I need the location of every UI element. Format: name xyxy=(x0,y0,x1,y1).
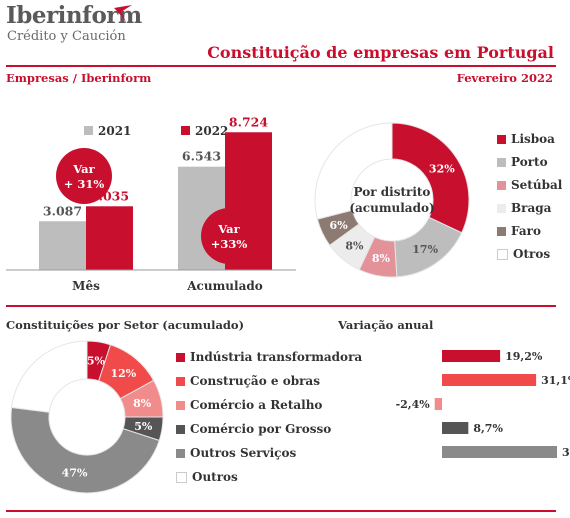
district-donut-chart: 32% 17% 8% 8% 6% Por distrito (acumulado) xyxy=(314,122,470,278)
sector-legend-item: Comércio por Grosso xyxy=(176,422,331,436)
slice-label: 8% xyxy=(345,239,364,252)
bar-value-label: 3.087 xyxy=(43,203,82,218)
district-legend-item: Porto xyxy=(497,155,548,169)
title-rule xyxy=(6,65,556,67)
legend-swatch xyxy=(176,401,185,410)
brand-subtitle: Crédito y Caución xyxy=(7,29,126,44)
district-legend-item: Lisboa xyxy=(497,132,555,146)
variation-value-label: 8,7% xyxy=(473,422,503,435)
variation-value-label: 19,2% xyxy=(505,350,543,363)
bar-value-label: 8.724 xyxy=(229,114,268,129)
section-label-left: Empresas / Iberinform xyxy=(6,71,152,85)
slice-label: 12% xyxy=(110,367,136,380)
slice-label: 6% xyxy=(330,219,349,232)
legend-swatch xyxy=(497,158,506,167)
legend-label-2022: 2022 xyxy=(195,124,229,138)
bar-legend-2021: 2021 xyxy=(84,120,131,139)
district-legend-item: Setúbal xyxy=(497,178,562,192)
slice-lisboa xyxy=(391,122,470,234)
variation-value-label: 31,1% xyxy=(541,374,570,387)
logo-mark-icon xyxy=(114,5,132,22)
legend-label: Porto xyxy=(511,155,548,169)
legend-swatch xyxy=(497,204,506,213)
legend-swatch-2022 xyxy=(181,126,190,135)
slice-label: 32% xyxy=(429,162,455,175)
slice-label: 5% xyxy=(87,355,106,368)
district-legend-item: Faro xyxy=(497,224,541,238)
donut-center-sublabel: (acumulado) xyxy=(349,201,434,215)
slice-label: 8% xyxy=(372,252,391,265)
sector-chart-title: Constituições por Setor (acumulado) xyxy=(6,318,245,332)
section-rule xyxy=(6,305,556,307)
sector-donut-chart: 5% 12% 8% 5% 47% xyxy=(10,340,164,494)
sector-legend-item: Construção e obras xyxy=(176,374,320,388)
slice-otros xyxy=(314,122,393,220)
date-label: Fevereiro 2022 xyxy=(456,71,553,85)
variation-bubble xyxy=(56,148,112,204)
variation-value-label: 38,0% xyxy=(562,446,570,459)
legend-label: Comércio a Retalho xyxy=(190,398,323,412)
slice-label: 5% xyxy=(134,420,153,433)
legend-swatch xyxy=(497,249,508,260)
variation-bar xyxy=(442,374,537,386)
variation-bubble-value: +33% xyxy=(211,237,248,251)
legend-label: Comércio por Grosso xyxy=(190,422,332,436)
legend-label: Faro xyxy=(511,224,541,238)
bar-legend-2022: 2022 xyxy=(181,120,228,139)
variation-value-label: -2,4% xyxy=(396,398,431,411)
sector-legend-item: Outros Serviços xyxy=(176,446,296,460)
legend-swatch xyxy=(176,449,185,458)
legend-swatch xyxy=(176,377,185,386)
legend-swatch xyxy=(497,135,506,144)
variation-bar xyxy=(442,422,469,434)
category-label: Acumulado xyxy=(186,279,263,293)
donut-center-label: Por distrito xyxy=(354,185,431,199)
slice-outros xyxy=(11,340,88,413)
bar-2022-0 xyxy=(86,206,133,270)
variation-bubble-value: + 31% xyxy=(64,177,105,191)
legend-label: Construção e obras xyxy=(190,374,320,388)
variation-bar-chart: 19,2% 31,1% -2,4% 8,7% 38,0% xyxy=(396,350,570,459)
slice-label: 8% xyxy=(133,397,152,410)
legend-label: Otros xyxy=(513,247,551,261)
legend-label: Setúbal xyxy=(511,178,563,192)
district-legend-item: Otros xyxy=(497,247,550,261)
category-label: Mês xyxy=(72,279,100,293)
page-title: Constituição de empresas em Portugal xyxy=(207,43,554,62)
legend-swatch xyxy=(497,227,506,236)
brand-logo: Iberinform xyxy=(6,2,142,29)
variation-bubble-title: Var xyxy=(72,162,95,176)
legend-label: Outros xyxy=(192,470,238,484)
legend-label: Lisboa xyxy=(511,132,555,146)
legend-swatch xyxy=(497,181,506,190)
slice-label: 47% xyxy=(62,467,88,480)
legend-label: Indústria transformadora xyxy=(190,350,363,364)
legend-label: Braga xyxy=(511,201,552,215)
slice-label: 17% xyxy=(412,243,438,256)
bar-value-label: 6.543 xyxy=(182,149,221,164)
sector-legend-item: Indústria transformadora xyxy=(176,350,362,364)
sector-legend-item: Outros xyxy=(176,470,238,484)
footer-rule xyxy=(6,510,556,512)
district-legend-item: Braga xyxy=(497,201,551,215)
variation-bar xyxy=(442,446,557,458)
slice-outros-servi-os xyxy=(10,406,160,494)
legend-swatch xyxy=(176,425,185,434)
legend-label-2021: 2021 xyxy=(98,124,132,138)
variation-bar xyxy=(442,350,501,362)
legend-label: Outros Serviços xyxy=(190,446,297,460)
legend-swatch xyxy=(176,472,187,483)
bar-2021-0 xyxy=(39,221,86,270)
legend-swatch-2021 xyxy=(84,126,93,135)
variation-bubble xyxy=(201,208,257,264)
legend-swatch xyxy=(176,353,185,362)
sector-legend-item: Comércio a Retalho xyxy=(176,398,322,412)
variation-bubble-title: Var xyxy=(217,222,240,236)
variation-bar xyxy=(434,398,442,410)
variation-chart-title: Variação anual xyxy=(338,318,434,332)
